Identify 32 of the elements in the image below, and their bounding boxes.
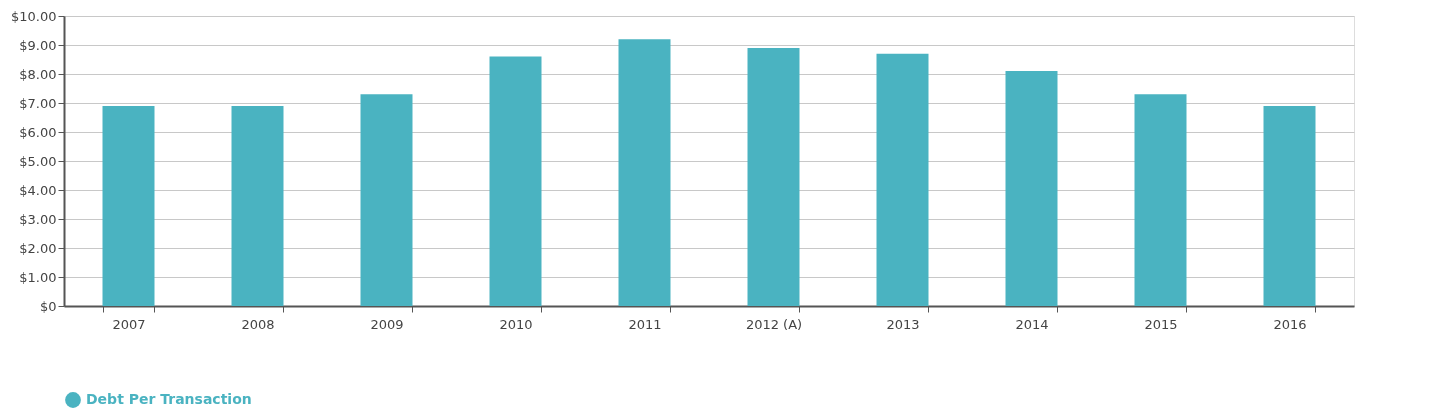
- x-tick-label: 2015: [1144, 316, 1178, 332]
- y-tick-label: $4.00: [19, 182, 57, 198]
- bar: [876, 53, 929, 306]
- x-tick-label: 2013: [886, 316, 920, 332]
- bar: [747, 47, 800, 306]
- y-tick-label: $3.00: [19, 211, 57, 227]
- y-tick-label: $1.00: [19, 269, 57, 285]
- x-tick-label: 2014: [1015, 316, 1049, 332]
- y-tick-label: $6.00: [19, 124, 57, 140]
- y-tick-label: $5.00: [19, 153, 57, 169]
- x-tick-label: 2012 (A): [745, 316, 803, 332]
- y-tick-label: $9.00: [19, 37, 57, 53]
- y-tick-label: $7.00: [19, 95, 57, 111]
- bar: [618, 39, 671, 306]
- legend-label: Debt Per Transaction: [86, 391, 252, 407]
- x-tick-label: 2008: [241, 316, 275, 332]
- y-tick-label: $10.00: [11, 8, 57, 24]
- x-tick-label: 2009: [370, 316, 404, 332]
- bar: [1263, 105, 1316, 306]
- x-tick-label: 2010: [499, 316, 533, 332]
- x-tick-label: 2011: [628, 316, 662, 332]
- y-tick-label: $0: [39, 298, 57, 314]
- bar: [489, 56, 542, 306]
- y-tick-label: $8.00: [19, 66, 57, 82]
- x-tick-label: 2016: [1273, 316, 1307, 332]
- bar: [231, 105, 284, 306]
- bar: [360, 94, 413, 306]
- x-tick-label: 2007: [112, 316, 146, 332]
- bar: [1134, 94, 1187, 306]
- bar: [102, 105, 155, 306]
- bar: [1005, 71, 1058, 306]
- y-tick-label: $2.00: [19, 240, 57, 256]
